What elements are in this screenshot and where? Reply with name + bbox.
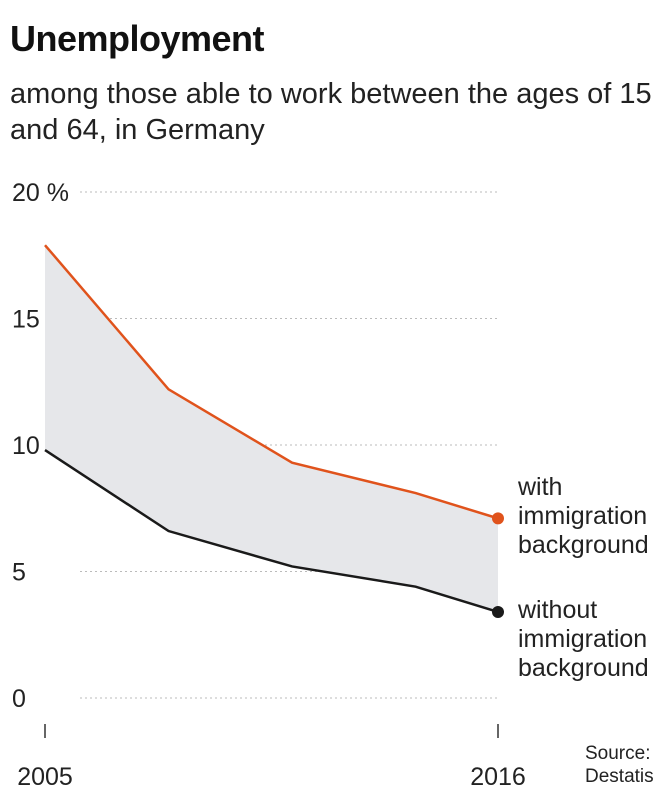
source-note: Source: Destatis xyxy=(585,743,654,787)
series-end-dot-without xyxy=(492,605,504,618)
legend-label-with: with immigration background xyxy=(518,473,649,559)
x-tick-label: 2005 xyxy=(17,763,73,791)
x-tick-label: 2016 xyxy=(470,763,526,791)
legend-label-without: without immigration background xyxy=(518,596,649,682)
y-tick-label: 20 % xyxy=(12,179,69,207)
series-line-with xyxy=(44,244,499,520)
chart-subtitle: among those able to work between the age… xyxy=(10,78,652,146)
y-tick-label: 0 xyxy=(12,685,26,713)
y-tick-label: 10 xyxy=(12,432,40,460)
chart-title: Unemployment xyxy=(10,18,265,59)
y-tick-label: 5 xyxy=(12,559,26,587)
series-end-dot-with xyxy=(492,512,504,525)
y-tick-label: 15 xyxy=(12,306,40,334)
gap-area xyxy=(45,245,498,612)
series-line-without xyxy=(44,449,499,614)
